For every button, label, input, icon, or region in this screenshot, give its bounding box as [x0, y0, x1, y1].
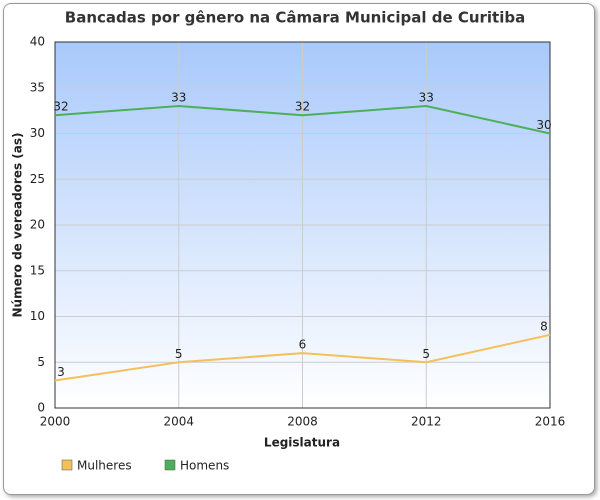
- data-label: 32: [53, 100, 68, 114]
- y-tick-label: 30: [30, 126, 45, 140]
- chart-title: Bancadas por gênero na Câmara Municipal …: [65, 9, 525, 27]
- x-tick-label: 2012: [411, 415, 442, 429]
- y-tick-label: 10: [30, 309, 45, 323]
- y-tick-label: 35: [30, 80, 45, 94]
- data-label: 33: [171, 91, 186, 105]
- data-label: 6: [299, 338, 307, 352]
- y-axis-label: Número de vereadores (as): [11, 132, 25, 317]
- legend-label: Mulheres: [77, 459, 132, 473]
- plot-border: [54, 41, 551, 409]
- data-label: 33: [419, 91, 434, 105]
- legend-swatch: [164, 459, 176, 471]
- legend-swatch: [61, 459, 73, 471]
- y-tick-label: 40: [30, 35, 45, 49]
- series-line: [54, 105, 551, 135]
- x-tick-label: 2004: [163, 415, 194, 429]
- series-line: [54, 333, 551, 382]
- y-tick-label: 15: [30, 263, 45, 277]
- y-tick-label: 25: [30, 172, 45, 186]
- x-tick-label: 2000: [40, 415, 71, 429]
- data-label: 32: [295, 100, 310, 114]
- x-tick-label: 2016: [535, 415, 566, 429]
- x-tick-label: 2008: [287, 415, 318, 429]
- y-tick-label: 20: [30, 218, 45, 232]
- data-label: 5: [175, 347, 183, 361]
- data-label: 3: [57, 365, 65, 379]
- y-tick-label: 5: [37, 355, 45, 369]
- data-label: 30: [536, 118, 551, 132]
- x-axis-label: Legislatura: [264, 436, 340, 450]
- data-label: 5: [422, 347, 430, 361]
- data-label: 8: [540, 319, 548, 333]
- y-tick-label: 0: [37, 401, 45, 415]
- legend-label: Homens: [180, 459, 229, 473]
